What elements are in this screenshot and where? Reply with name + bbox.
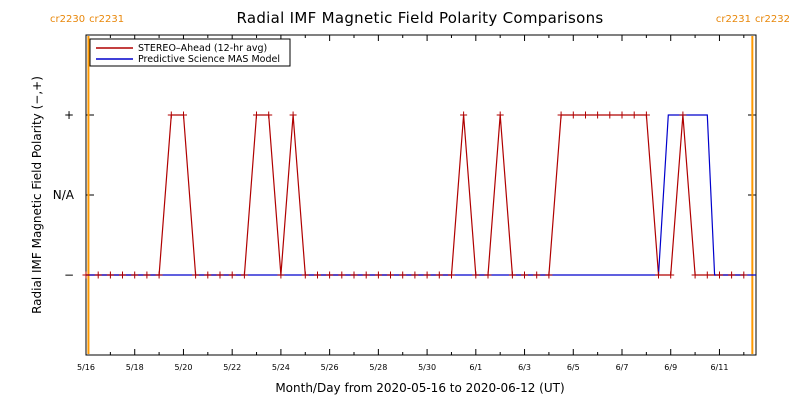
stereo-data-point	[265, 111, 273, 119]
stereo-data-point	[253, 111, 260, 119]
stereo-data-point	[119, 271, 126, 279]
x-tick-label: 6/5	[567, 363, 580, 372]
stereo-data-point	[667, 271, 675, 279]
stereo-data-point	[655, 271, 662, 279]
x-tick-label: 5/26	[321, 363, 339, 372]
stereo-data-point	[533, 271, 541, 279]
stereo-data-point	[411, 271, 419, 279]
stereo-data-point	[180, 111, 187, 119]
carrington-labels-left: cr2230 cr2231	[50, 14, 124, 25]
stereo-data-point	[691, 271, 699, 279]
x-tick-label: 6/7	[616, 363, 629, 372]
x-tick-label: 5/30	[418, 363, 436, 372]
x-tick-label: 5/16	[77, 363, 95, 372]
stereo-data-point	[240, 271, 248, 279]
stereo-data-point	[496, 111, 504, 119]
y-tick-label: N/A	[53, 188, 75, 202]
x-tick-label: 6/11	[710, 363, 728, 372]
stereo-data-point	[399, 271, 407, 279]
stereo-data-point	[460, 111, 468, 119]
stereo-data-point	[155, 271, 163, 279]
stereo-data-point	[326, 271, 334, 279]
stereo-data-point	[362, 271, 370, 279]
stereo-data-point	[630, 111, 638, 119]
stereo-data-point	[204, 271, 212, 279]
y-axis-label: Radial IMF Magnetic Field Polarity (−,+)	[30, 76, 44, 314]
stereo-data-point	[350, 271, 358, 279]
x-axis-ticks: 5/16 5/18 5/20 5/22 5/24 5/26 5/28 5/30 6/1 6/3 6/…	[77, 35, 745, 372]
stereo-data-point	[435, 271, 443, 279]
stereo-data-point	[289, 111, 297, 119]
x-tick-label: 6/9	[664, 363, 677, 372]
series-lines	[86, 114, 756, 276]
legend-label-mas: Predictive Science MAS Model	[138, 54, 280, 65]
legend-box	[89, 38, 291, 67]
stereo-ahead-line	[86, 114, 744, 276]
x-tick-label: 5/22	[223, 363, 241, 372]
stereo-data-point	[301, 271, 309, 279]
stereo-data-point	[740, 271, 748, 279]
carrington-label: cr2231	[716, 14, 751, 25]
stereo-data-point	[143, 271, 151, 279]
stereo-data-point	[387, 271, 394, 279]
stereo-data-point	[618, 111, 626, 119]
stereo-data-point	[472, 271, 480, 279]
carrington-label: cr2232	[755, 14, 790, 25]
stereo-data-point	[545, 271, 553, 279]
plot-area	[85, 34, 757, 356]
stereo-data-point	[82, 271, 90, 279]
x-tick-label: 5/24	[272, 363, 290, 372]
stereo-data-point	[448, 271, 455, 279]
stereo-data-point	[569, 111, 577, 119]
carrington-label: cr2231	[89, 14, 124, 25]
x-axis-label: Month/Day from 2020-05-16 to 2020-06-12 …	[275, 381, 564, 395]
carrington-labels-right: cr2231 cr2232	[716, 14, 790, 25]
stereo-data-point	[192, 271, 200, 279]
mas-model-line	[86, 114, 756, 276]
stereo-data-point	[484, 271, 492, 279]
stereo-data-point	[131, 271, 139, 279]
stereo-data-point	[314, 271, 321, 279]
stereo-data-point	[94, 271, 102, 279]
stereo-data-point	[167, 111, 175, 119]
stereo-data-point	[642, 111, 650, 119]
carrington-boundaries	[87, 36, 754, 354]
stereo-data-point	[582, 111, 589, 119]
stereo-data-point	[606, 111, 614, 119]
x-tick-label: 5/20	[174, 363, 192, 372]
chart-title: Radial IMF Magnetic Field Polarity Compa…	[236, 9, 603, 27]
stereo-data-point	[277, 271, 285, 279]
carrington-label: cr2230	[50, 14, 85, 25]
stereo-data-point	[228, 271, 236, 279]
series-markers	[82, 111, 748, 279]
stereo-data-point	[557, 111, 565, 119]
x-tick-label: 5/18	[126, 363, 144, 372]
stereo-data-point	[106, 271, 114, 279]
stereo-data-point	[216, 271, 224, 279]
y-tick-label: +	[64, 108, 74, 122]
legend-label-stereo: STEREO–Ahead (12-hr avg)	[138, 43, 267, 54]
stereo-data-point	[716, 271, 723, 279]
stereo-data-point	[508, 271, 516, 279]
x-tick-label: 6/3	[518, 363, 531, 372]
x-tick-label: 5/28	[369, 363, 387, 372]
stereo-data-point	[703, 271, 711, 279]
x-tick-label: 6/1	[469, 363, 482, 372]
stereo-data-point	[594, 111, 602, 119]
stereo-data-point	[423, 271, 431, 279]
y-tick-label: −	[64, 268, 74, 282]
stereo-data-point	[338, 271, 346, 279]
y-axis-ticks: − N/A +	[53, 108, 756, 282]
stereo-data-point	[728, 271, 736, 279]
stereo-data-point	[521, 271, 528, 279]
legend: STEREO–Ahead (12-hr avg) Predictive Scie…	[89, 38, 291, 67]
stereo-data-point	[679, 111, 687, 119]
stereo-data-point	[374, 271, 382, 279]
